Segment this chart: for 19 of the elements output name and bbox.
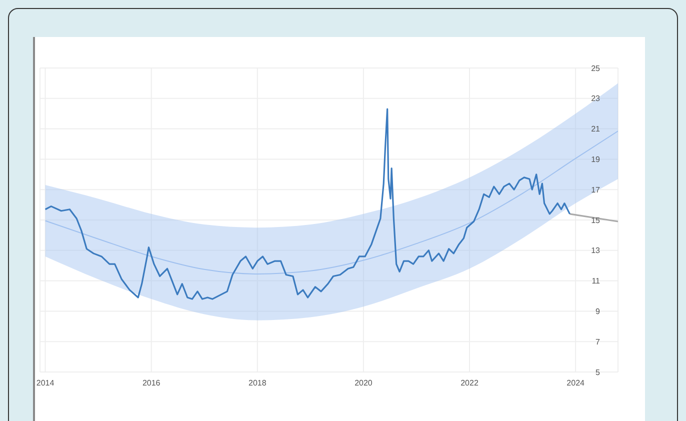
x-tick-label: 2022 — [460, 378, 479, 388]
x-tick-label: 2016 — [142, 378, 161, 388]
y-tick-label: 11 — [592, 276, 601, 286]
line-series — [44, 108, 571, 300]
y-tick-label: 23 — [591, 94, 601, 104]
x-tick-label: 2024 — [566, 378, 586, 388]
y-tick-label: 7 — [596, 337, 601, 346]
x-tick-label: 2020 — [354, 378, 373, 388]
y-tick-label: 21 — [591, 124, 601, 134]
x-tick-label: 2018 — [248, 378, 267, 388]
y-tick-label: 17 — [591, 185, 601, 194]
y-tick-label: 9 — [596, 307, 601, 316]
y-tick-label: 19 — [591, 155, 601, 164]
y-tick-label: 5 — [596, 368, 601, 377]
y-tick-label: 15 — [591, 216, 601, 225]
y-tick-label: 13 — [591, 246, 601, 256]
line-series — [44, 130, 618, 274]
y-tick-label: 25 — [591, 64, 601, 73]
x-tick-label: 2014 — [36, 378, 55, 388]
